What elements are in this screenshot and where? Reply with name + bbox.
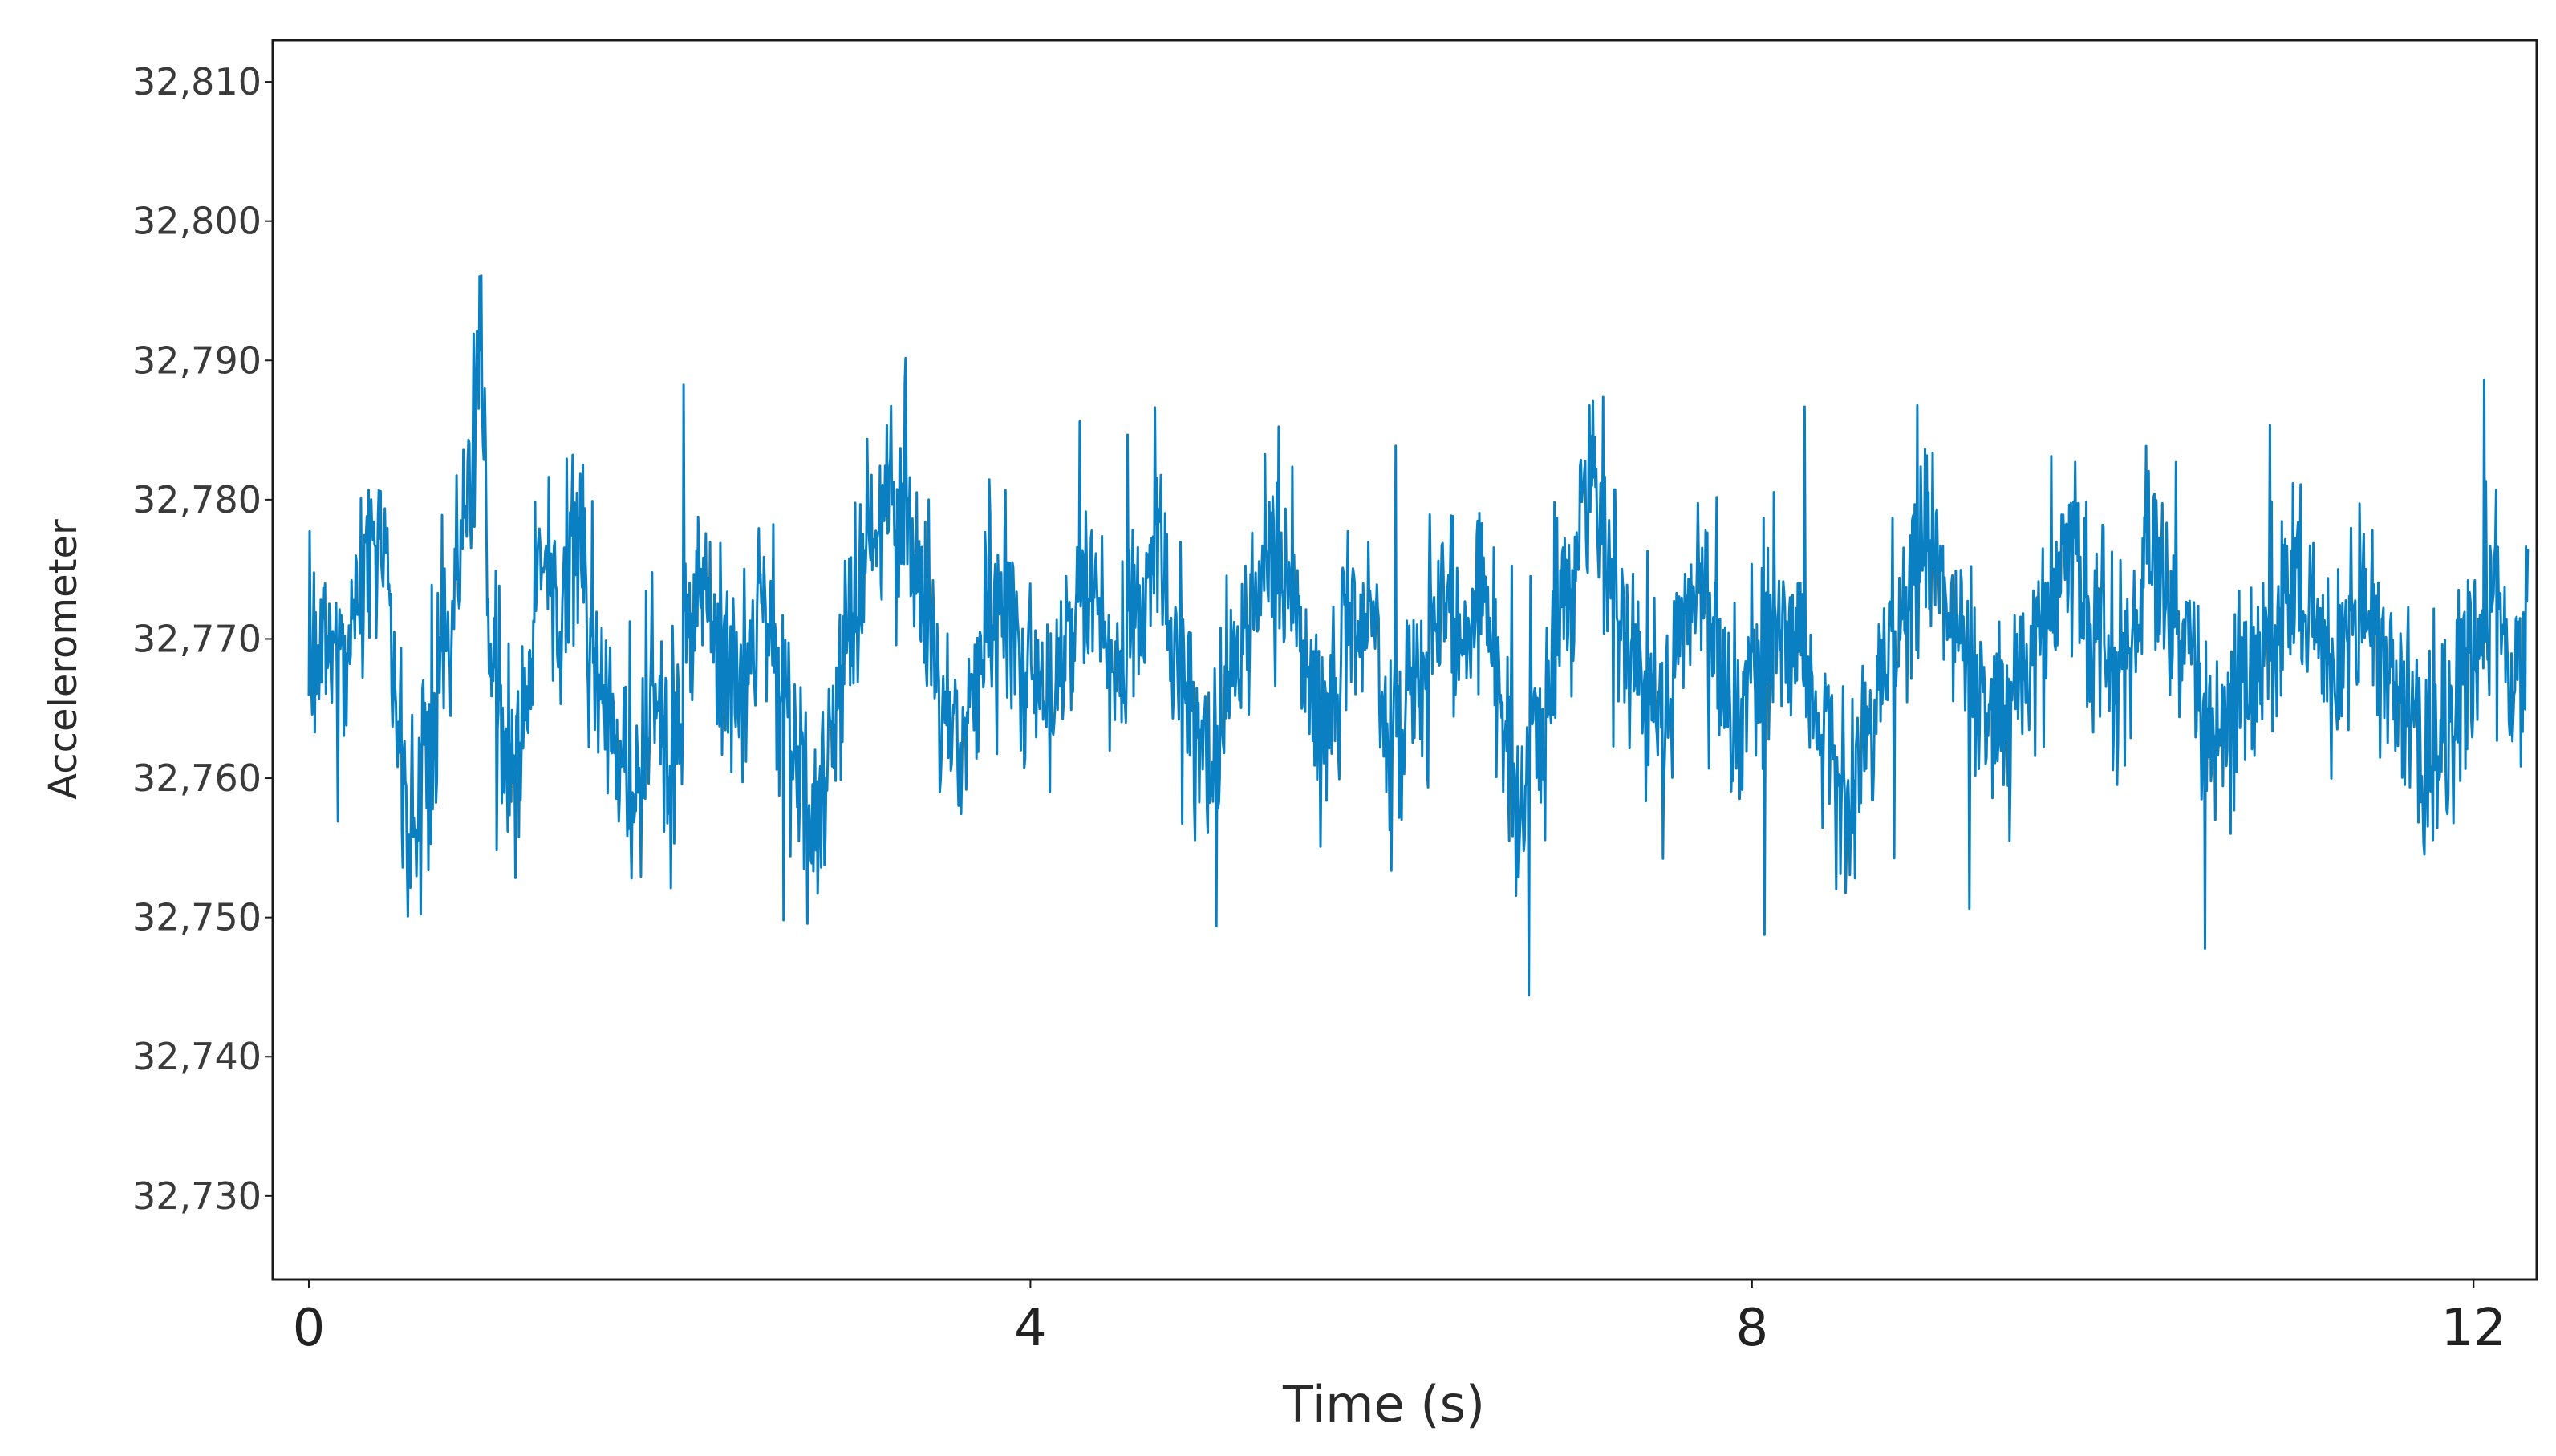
y-tick-label: 32,810 (132, 60, 262, 103)
y-tick-label: 32,790 (132, 339, 262, 382)
x-tick-label: 8 (1735, 1299, 1768, 1358)
x-tick-label: 0 (293, 1299, 326, 1358)
y-tick-label: 32,750 (132, 896, 262, 939)
y-axis-title: Accelerometer (41, 519, 86, 800)
x-axis: 0 4 8 12 (293, 1280, 2506, 1358)
y-tick-label: 32,800 (132, 200, 262, 243)
plot-frame (271, 39, 2538, 1281)
y-tick-label: 32,780 (132, 478, 262, 521)
y-axis: 32,730 32,740 32,750 32,760 32,770 32,780 32,7… (132, 60, 273, 1218)
y-tick-label: 32,760 (132, 756, 262, 800)
accelerometer-series-line (307, 274, 2530, 997)
plot-area (307, 274, 2530, 997)
x-tick-label: 12 (2441, 1299, 2506, 1358)
y-tick-label: 32,770 (132, 617, 262, 660)
y-tick-label: 32,730 (132, 1174, 262, 1218)
x-tick-label: 4 (1014, 1299, 1047, 1358)
y-tick-label: 32,740 (132, 1035, 262, 1078)
x-axis-title: Time (s) (1282, 1375, 1485, 1434)
